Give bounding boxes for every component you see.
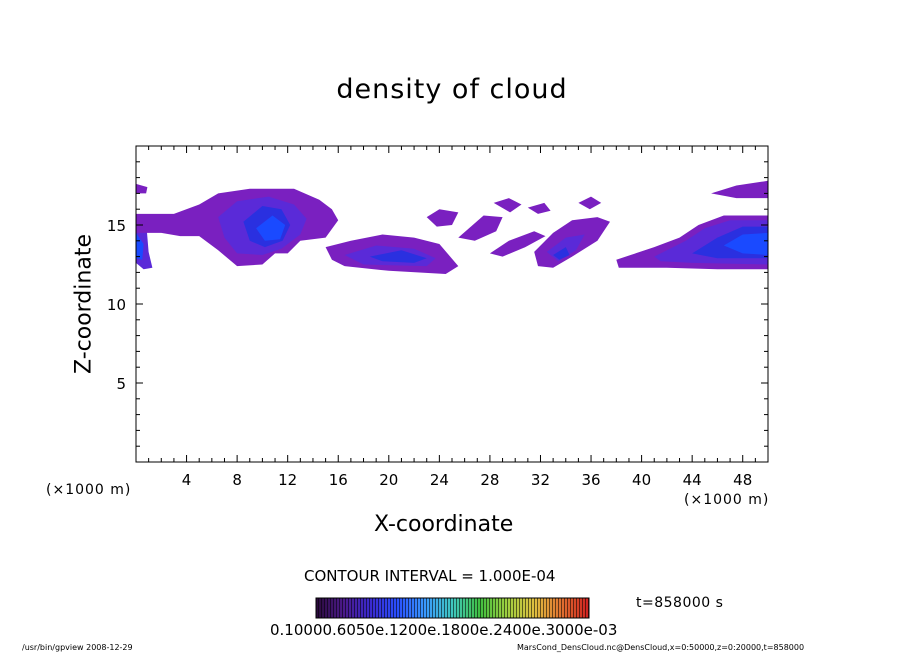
footer-right: MarsCond_DensCloud.nc@DensCloud,x=0:5000… [517,643,805,652]
cloud-top-left-wisp [136,183,148,194]
x-tick-label: 28 [480,471,499,489]
cloud-wisp-d [493,198,522,213]
y-tick-label: 15 [107,217,126,235]
cloud-wisp-f [578,196,602,210]
cloud-wisp-b [458,215,503,241]
cloud-mid-right-inner [553,247,570,260]
cloud-left-edge-core [136,232,144,260]
x-tick-label: 16 [329,471,348,489]
x-tick-label: 24 [430,471,449,489]
contour-interval: CONTOUR INTERVAL = 1.000E-04 [304,567,556,585]
cloud-right-core [723,232,768,255]
chart-title: density of cloud [336,74,568,105]
y-unit-label: (×1000 m) [46,482,132,498]
cloud-wisp-a [426,209,459,227]
cloud-wisp-e [527,202,551,214]
x-tick-label: 20 [379,471,398,489]
x-tick-label: 32 [531,471,550,489]
colorbar-labels: 0.10000.6050e.1200e.1800e.2400e.3000e-03 [270,621,618,639]
x-tick-label: 40 [632,471,651,489]
colorbar-stripes [316,598,589,618]
x-axis-label: X-coordinate [374,512,514,537]
x-tick-label: 4 [182,471,192,489]
x-tick-label: 12 [278,471,297,489]
y-tick-label: 10 [107,296,126,314]
y-tick-label: 5 [116,375,126,393]
y-axis-label: Z-coordinate [71,234,97,374]
x-tick-label: 48 [733,471,752,489]
x-unit-label: (×1000 m) [684,492,770,508]
cloud-top-right-wisp [711,180,768,199]
x-tick-label: 8 [232,471,242,489]
cloud-main-core [256,215,286,241]
time-label: t=858000 s [636,595,724,611]
x-tick-label: 36 [581,471,600,489]
x-tick-label: 44 [683,471,702,489]
colorbar [315,597,590,619]
colorbar-frame [315,597,590,619]
cloud-wisp-c [489,231,546,257]
cloud-mid-layer-inner [369,250,427,263]
footer-left: /usr/bin/gpview 2008-12-29 [22,643,133,652]
